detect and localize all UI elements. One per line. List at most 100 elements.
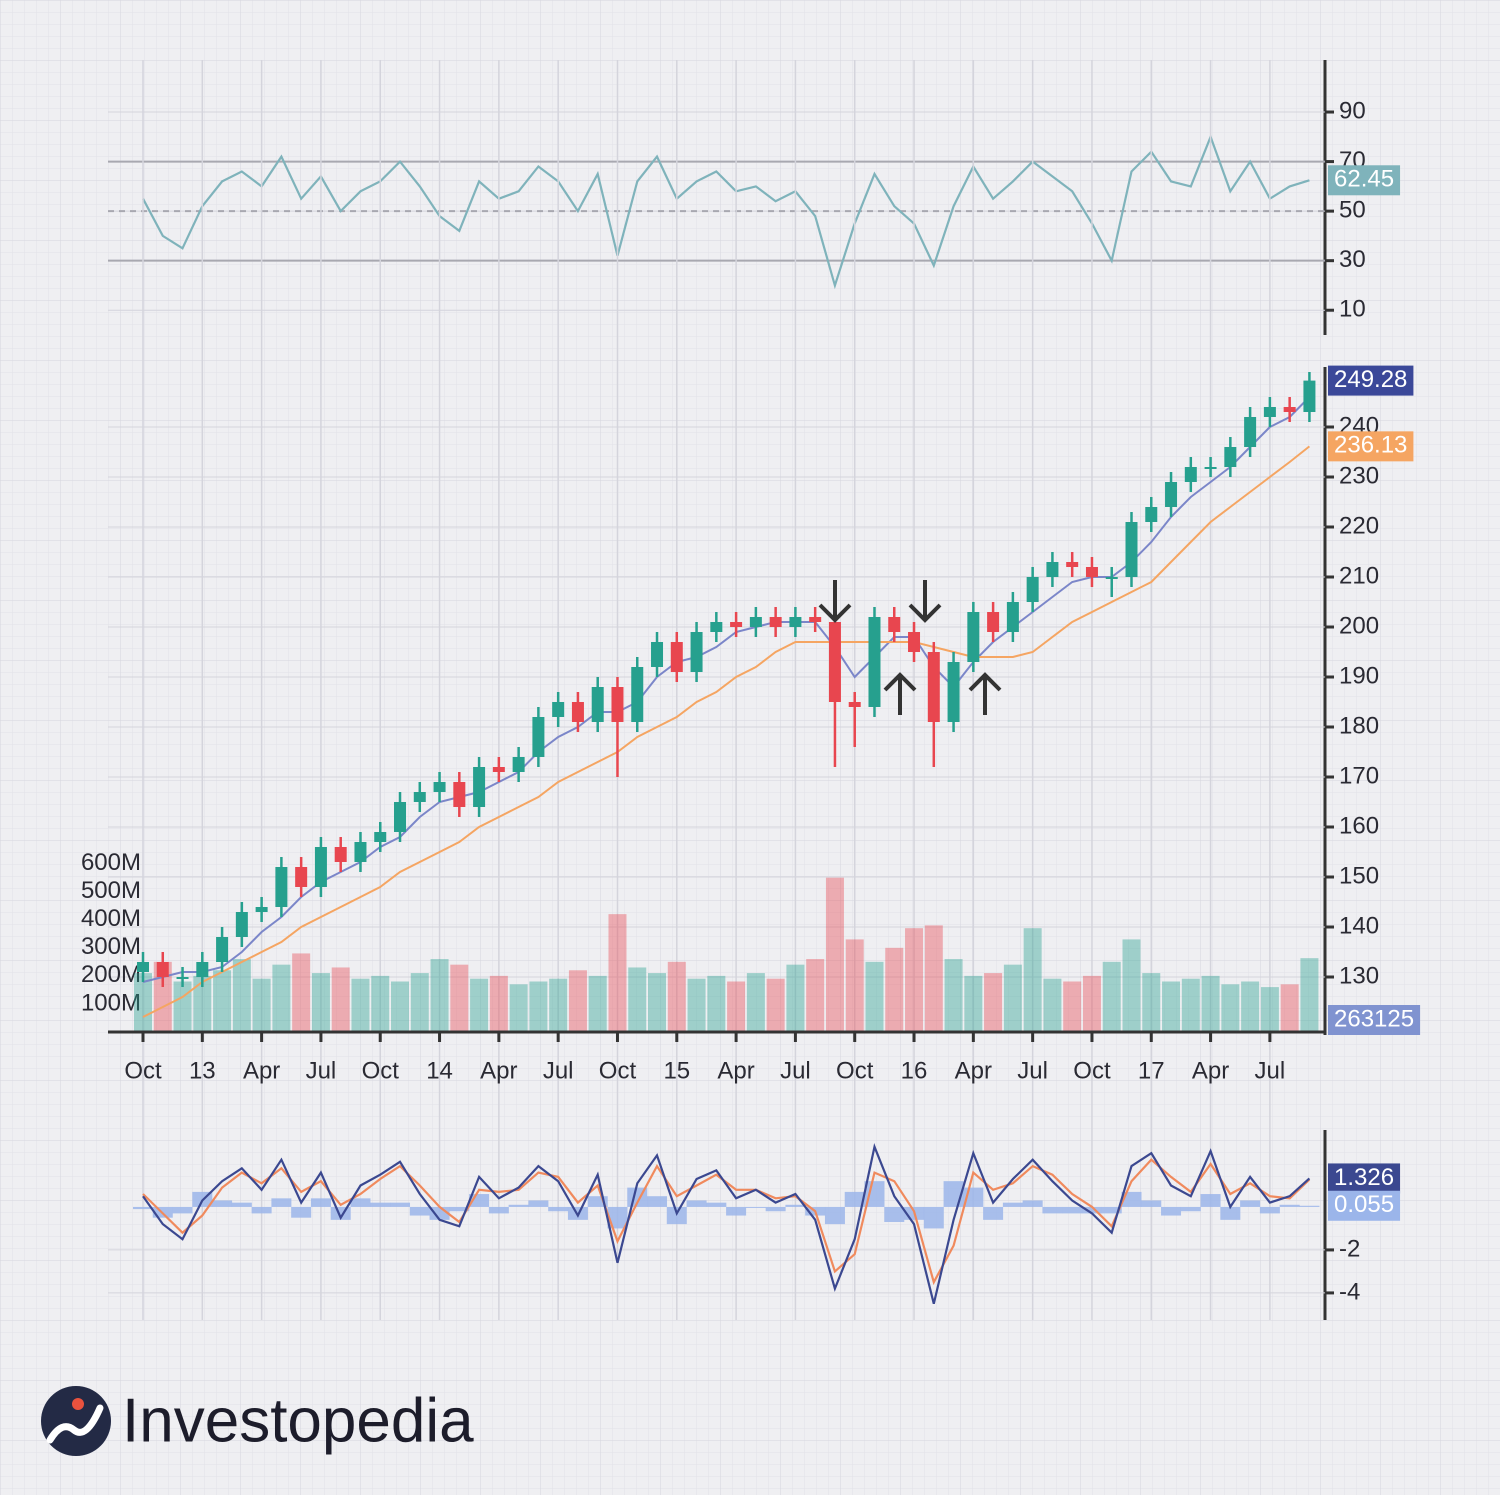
x-tick-label: Jul [780, 1057, 811, 1084]
histogram-bar [1240, 1200, 1261, 1207]
histogram-bar [1259, 1206, 1280, 1214]
y-tick-label: 10 [1339, 296, 1366, 323]
candle-body [947, 662, 960, 722]
candle-body [1263, 407, 1276, 417]
x-tick-label: 16 [901, 1057, 928, 1084]
x-tick-label: Jul [1017, 1057, 1048, 1084]
value-tag: 236.13 [1334, 432, 1407, 459]
candle-body [374, 832, 387, 842]
candle-body [137, 962, 149, 972]
volume-bar [1300, 958, 1319, 1032]
value-tag-box [1328, 1005, 1421, 1035]
histogram-bar [1022, 1200, 1043, 1207]
x-tick-label: Apr [480, 1057, 517, 1084]
volume-bar [430, 959, 449, 1032]
volume-bar [470, 978, 489, 1032]
volume-bar [529, 981, 548, 1032]
candle-body [789, 617, 802, 627]
volume-bar [292, 953, 311, 1032]
x-tick-label: Apr [955, 1057, 992, 1084]
volume-bar [885, 947, 904, 1032]
candle-body [1046, 562, 1059, 577]
candle-body [1125, 522, 1138, 577]
candle-body [908, 632, 921, 652]
annotation-arrows [818, 580, 1002, 715]
histogram-bar [686, 1200, 707, 1207]
volume-bar [371, 975, 390, 1032]
volume-bar [964, 975, 983, 1032]
histogram-bar [548, 1206, 569, 1212]
histogram-bar [745, 1206, 766, 1208]
x-tick-label: 17 [1138, 1057, 1165, 1084]
y-tick-label: 200 [1339, 612, 1379, 639]
candle-body [631, 667, 644, 722]
volume-bar [1102, 961, 1121, 1032]
volume-bar [648, 973, 667, 1032]
volume-bar [1201, 975, 1220, 1032]
volume-bar [193, 975, 212, 1032]
volume-bar [1181, 978, 1200, 1032]
histogram-bar [1161, 1206, 1182, 1216]
volume-tick-label: 200M [81, 961, 141, 988]
volume-bar [667, 961, 686, 1032]
volume-bar [687, 978, 706, 1032]
candle-body [769, 617, 782, 627]
histogram-bar [1121, 1191, 1142, 1207]
y-tick-label: 130 [1339, 962, 1379, 989]
candle-body [1006, 602, 1019, 632]
histogram-bar [488, 1206, 509, 1214]
candle-body [1184, 467, 1197, 482]
histogram-bar [785, 1204, 806, 1207]
x-tick-label: 14 [426, 1057, 453, 1084]
candle-body [176, 977, 189, 979]
candle-body [334, 847, 347, 862]
moving-average [142, 396, 1311, 983]
candle-body [255, 907, 268, 912]
plot-area: 103050709062.451301401501601701801902002… [81, 60, 1421, 1320]
x-tick-label: Jul [543, 1057, 574, 1084]
volume-bar [1063, 981, 1082, 1032]
candle-body [710, 622, 723, 632]
candle-body [828, 622, 841, 702]
logo-dot [72, 1398, 84, 1410]
volume-tick-label: 400M [81, 905, 141, 932]
candle-body [552, 702, 565, 717]
y-tick-label: 150 [1339, 862, 1379, 889]
histogram-bar [449, 1206, 470, 1212]
histogram-bar [923, 1206, 944, 1229]
histogram-bar [706, 1202, 727, 1207]
volume-bar [450, 964, 469, 1032]
histogram-bar [1081, 1206, 1102, 1214]
volume-tick-label: 600M [81, 849, 141, 876]
value-tag: 62.45 [1334, 166, 1394, 193]
x-tick-label: Apr [717, 1057, 754, 1084]
x-tick-label: Jul [1255, 1057, 1286, 1084]
value-tag: 0.055 [1334, 1191, 1394, 1218]
volume-bar [1221, 984, 1240, 1032]
volume-bar [489, 975, 508, 1032]
volume-bar [1122, 939, 1141, 1032]
volume-bar [905, 928, 924, 1032]
volume-bar [766, 978, 785, 1032]
histogram-bar [983, 1206, 1004, 1220]
value-tag: 263125 [1334, 1005, 1414, 1032]
volume-bar [984, 973, 1003, 1032]
candle-body [1145, 507, 1158, 522]
candle-body [1085, 567, 1098, 577]
candle-body [848, 702, 861, 707]
y-tick-label: 230 [1339, 462, 1379, 489]
value-tag-box [1328, 1163, 1401, 1194]
histogram-bar [884, 1206, 905, 1222]
volume-tick-label: 500M [81, 877, 141, 904]
volume-bar [786, 964, 805, 1032]
volume-bar [252, 978, 271, 1032]
candle-body [156, 962, 169, 977]
volume-bar [628, 967, 647, 1032]
histogram-bar [1220, 1206, 1241, 1220]
value-tag-box [1328, 165, 1401, 196]
arrow-down [908, 580, 942, 623]
volume-bar [549, 978, 568, 1032]
candle-body [927, 652, 940, 722]
volume-bar [1023, 928, 1042, 1032]
